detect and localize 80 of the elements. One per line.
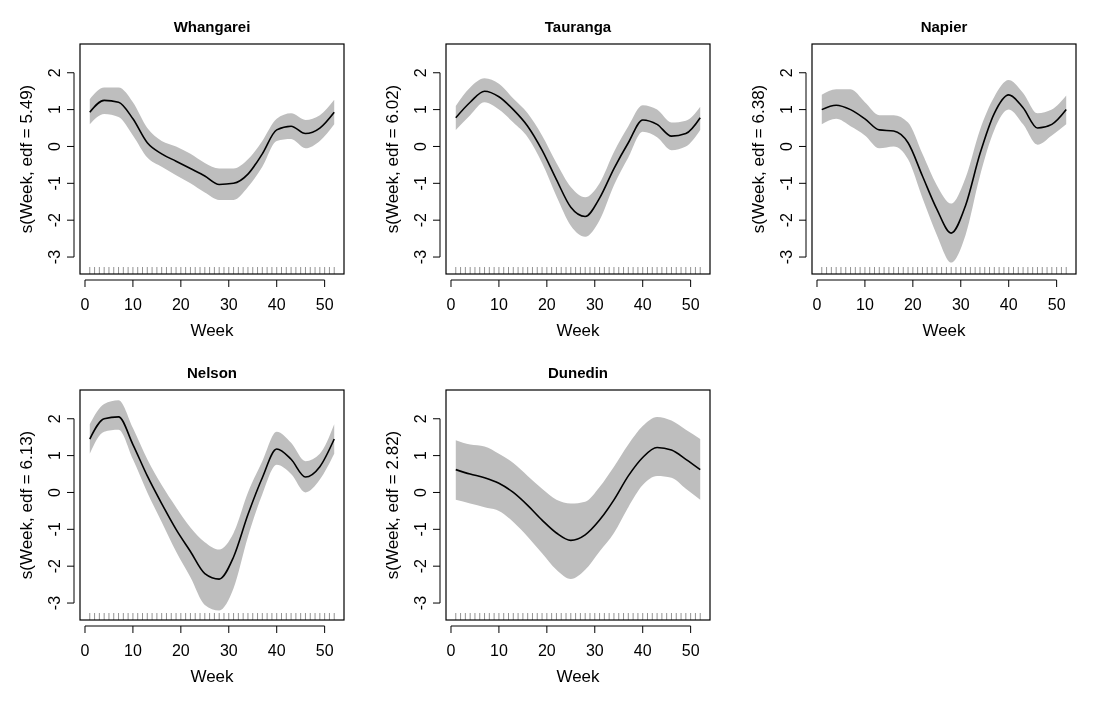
y-tick-label: -2 <box>46 212 63 228</box>
y-tick-label: -3 <box>778 249 795 265</box>
x-tick-label: 10 <box>490 296 508 313</box>
y-tick-label: -3 <box>46 249 63 265</box>
x-tick-label: 40 <box>999 296 1018 313</box>
y-tick-label: 0 <box>412 487 429 497</box>
x-tick-label: 0 <box>446 642 456 659</box>
chart-title: Dunedin <box>548 364 608 381</box>
x-tick-label: 20 <box>537 296 556 313</box>
y-tick-label: -2 <box>412 212 429 228</box>
y-tick-label: -1 <box>412 522 429 537</box>
line-series <box>88 99 336 186</box>
x-tick-label: 0 <box>80 296 90 313</box>
y-axis-title: s(Week, edf = 2.82) <box>383 430 402 580</box>
x-tick-label: 40 <box>267 296 286 313</box>
y-tick-label: 1 <box>46 105 63 115</box>
y-tick-label: -1 <box>46 522 63 537</box>
x-tick-label: 0 <box>812 296 822 313</box>
x-tick-label: 30 <box>219 296 238 313</box>
line-series <box>820 94 1068 234</box>
y-tick-label: 1 <box>412 451 429 461</box>
x-tick-label: 20 <box>903 296 922 313</box>
x-axis-title: Week <box>556 321 601 340</box>
x-tick-label: 20 <box>537 642 556 659</box>
x-tick-label: 30 <box>585 642 604 659</box>
x-tick-label: 40 <box>633 296 652 313</box>
y-tick-label: 2 <box>778 68 795 78</box>
y-tick-label: 0 <box>778 141 795 151</box>
y-tick-label: 0 <box>46 487 63 497</box>
y-tick-label: -1 <box>46 176 63 191</box>
y-tick-label: 2 <box>46 414 63 424</box>
x-tick-label: 50 <box>681 642 700 659</box>
x-axis-title: Week <box>190 667 235 686</box>
x-tick-label: 50 <box>1047 296 1066 313</box>
x-tick-label: 40 <box>267 642 286 659</box>
y-tick-label: -2 <box>46 558 63 574</box>
x-axis-title: Week <box>922 321 967 340</box>
y-tick-label: -1 <box>778 176 795 191</box>
y-axis-title: s(Week, edf = 6.13) <box>17 430 36 580</box>
y-tick-label: -3 <box>46 595 63 611</box>
y-axis-title: s(Week, edf = 5.49) <box>17 84 36 234</box>
y-tick-label: -1 <box>412 176 429 191</box>
x-tick-label: 10 <box>124 642 142 659</box>
x-tick-label: 10 <box>856 296 874 313</box>
y-tick-label: -3 <box>412 595 429 611</box>
y-tick-label: 2 <box>412 414 429 424</box>
y-tick-label: 1 <box>412 105 429 115</box>
y-tick-label: 0 <box>412 141 429 151</box>
x-tick-label: 10 <box>490 642 508 659</box>
y-tick-label: -2 <box>412 558 429 574</box>
y-tick-label: -3 <box>412 249 429 265</box>
y-tick-label: 1 <box>778 105 795 115</box>
x-tick-label: 0 <box>80 642 90 659</box>
y-tick-label: 2 <box>412 68 429 78</box>
chart-title: Napier <box>920 18 968 35</box>
y-axis-title: s(Week, edf = 6.38) <box>749 84 768 234</box>
x-tick-label: 50 <box>315 296 334 313</box>
line-series <box>454 90 702 218</box>
line-series <box>454 446 702 542</box>
x-tick-label: 40 <box>633 642 652 659</box>
x-axis-title: Week <box>190 321 235 340</box>
x-tick-label: 50 <box>315 642 334 659</box>
x-tick-label: 0 <box>446 296 456 313</box>
x-tick-label: 20 <box>171 296 190 313</box>
x-tick-label: 50 <box>681 296 700 313</box>
x-tick-label: 30 <box>219 642 238 659</box>
x-axis-title: Week <box>556 667 601 686</box>
y-tick-label: 1 <box>46 451 63 461</box>
y-tick-label: 2 <box>46 68 63 78</box>
y-axis-title: s(Week, edf = 6.02) <box>383 84 402 234</box>
x-tick-label: 10 <box>124 296 142 313</box>
line-series <box>88 416 336 580</box>
y-tick-label: -2 <box>778 212 795 228</box>
chart-title: Nelson <box>186 364 238 381</box>
x-tick-label: 30 <box>951 296 970 313</box>
x-tick-label: 30 <box>585 296 604 313</box>
chart-title: Whangarei <box>173 18 251 35</box>
y-tick-label: 0 <box>46 141 63 151</box>
x-tick-label: 20 <box>171 642 190 659</box>
chart-title: Tauranga <box>544 18 612 35</box>
